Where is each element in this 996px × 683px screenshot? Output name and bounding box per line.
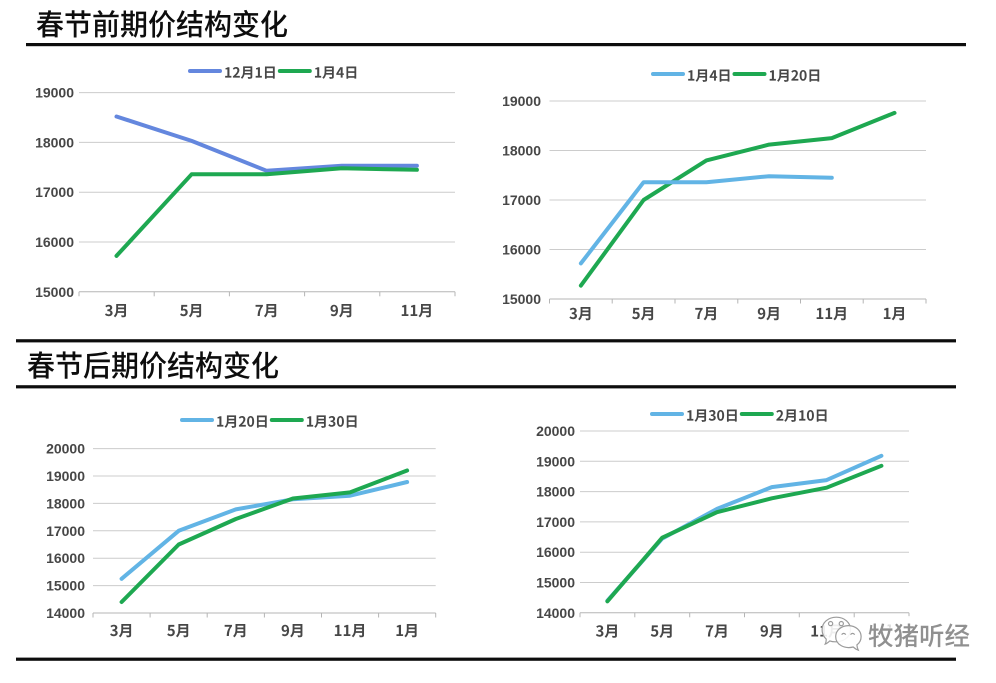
svg-text:20000: 20000	[46, 441, 85, 457]
svg-text:19000: 19000	[502, 93, 541, 109]
svg-text:19000: 19000	[46, 468, 85, 484]
svg-text:19000: 19000	[35, 85, 74, 101]
svg-text:15000: 15000	[502, 291, 541, 307]
svg-text:15000: 15000	[35, 284, 74, 300]
svg-text:15000: 15000	[46, 578, 85, 594]
svg-text:18000: 18000	[46, 495, 85, 511]
svg-text:16000: 16000	[46, 550, 85, 566]
svg-text:15000: 15000	[536, 575, 575, 591]
svg-text:18000: 18000	[35, 134, 74, 150]
svg-text:14000: 14000	[46, 605, 85, 621]
svg-text:16000: 16000	[502, 242, 541, 258]
svg-text:18000: 18000	[502, 143, 541, 159]
svg-text:18000: 18000	[536, 484, 575, 500]
svg-text:16000: 16000	[35, 234, 74, 250]
svg-text:16000: 16000	[536, 544, 575, 560]
svg-text:20000: 20000	[536, 423, 575, 439]
svg-text:14000: 14000	[536, 605, 575, 621]
svg-text:17000: 17000	[35, 184, 74, 200]
svg-text:17000: 17000	[46, 523, 85, 539]
svg-text:17000: 17000	[536, 514, 575, 530]
svg-text:19000: 19000	[536, 453, 575, 469]
svg-text:17000: 17000	[502, 192, 541, 208]
